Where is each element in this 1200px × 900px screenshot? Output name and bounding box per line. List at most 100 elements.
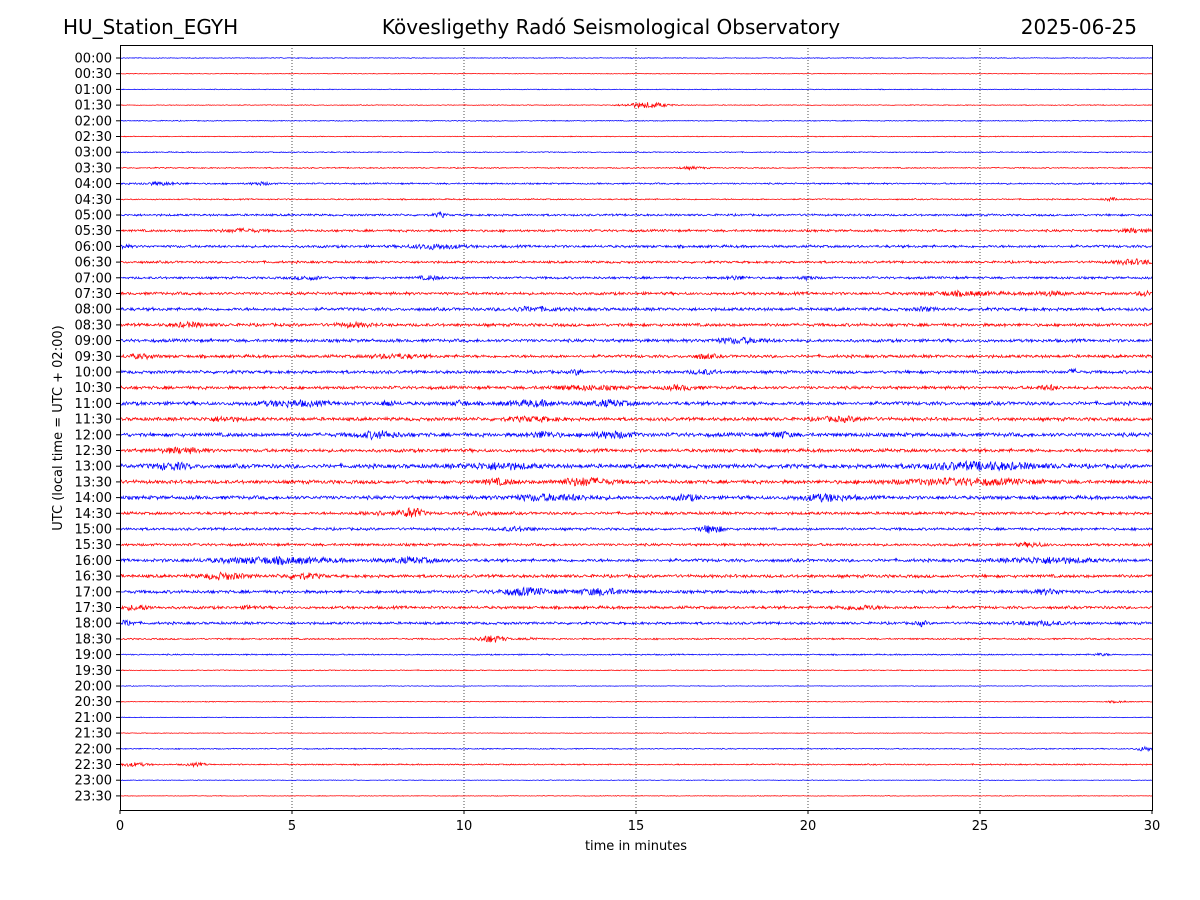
y-tick-label-45: 22:30 [75,758,112,773]
trace-1630 [119,571,1153,581]
x-tick-label-0: 0 [116,819,124,834]
y-tick-label-2: 01:00 [75,83,112,98]
trace-2200 [119,745,1153,753]
x-axis-ticks: 0 5 10 15 20 25 30 [116,810,1160,834]
y-tick-label-11: 05:30 [75,224,112,239]
y-tick-label-8: 04:00 [75,177,112,192]
trace-0430 [119,196,1153,203]
y-tick-label-6: 03:00 [75,146,112,161]
y-tick-label-28: 14:00 [75,491,112,506]
trace-0130 [119,101,1153,109]
y-tick-label-14: 07:00 [75,271,112,286]
trace-1130 [119,414,1153,424]
trace-2100 [119,716,1153,719]
trace-0030 [119,72,1153,75]
trace-1430 [119,507,1153,518]
y-tick-label-31: 15:30 [75,538,112,553]
record-date: 2025-06-25 [1020,15,1137,39]
y-tick-label-47: 23:30 [75,789,112,804]
trace-1230 [119,446,1153,455]
y-tick-label-41: 20:30 [75,695,112,710]
y-tick-label-24: 12:00 [75,428,112,443]
trace-0330 [119,165,1153,172]
x-tick-label-2: 10 [456,819,473,834]
trace-1330 [119,476,1153,487]
x-tick-label-5: 25 [972,819,989,834]
y-tick-label-17: 08:30 [75,318,112,333]
trace-0930 [119,352,1153,361]
y-tick-label-0: 00:00 [75,52,112,67]
trace-0000 [119,57,1153,59]
trace-1800 [119,619,1153,628]
trace-0700 [119,274,1153,282]
y-tick-label-13: 06:30 [75,256,112,271]
y-tick-label-43: 21:30 [75,727,112,742]
trace-1730 [119,604,1153,612]
y-tick-label-44: 22:00 [75,742,112,757]
trace-1600 [119,555,1153,566]
y-tick-label-16: 08:00 [75,303,112,318]
trace-0500 [119,210,1153,219]
station-name: HU_Station_EGYH [63,15,239,39]
trace-1100 [119,398,1153,409]
y-tick-label-26: 13:00 [75,460,112,475]
trace-2330 [119,795,1153,797]
y-tick-label-25: 12:30 [75,444,112,459]
trace-0730 [119,289,1153,298]
y-tick-label-9: 04:30 [75,193,112,208]
y-tick-label-30: 15:00 [75,523,112,538]
y-axis-label: UTC (local time = UTC + 02:00) [51,325,66,530]
trace-1700 [119,586,1153,597]
x-tick-label-4: 20 [800,819,817,834]
trace-0900 [119,336,1153,346]
x-tick-label-3: 15 [628,819,645,834]
y-tick-label-29: 14:30 [75,507,112,522]
y-tick-label-23: 11:30 [75,413,112,428]
y-tick-label-20: 10:00 [75,366,112,381]
trace-0530 [119,227,1153,234]
y-tick-label-15: 07:30 [75,287,112,302]
y-tick-label-46: 23:00 [75,774,112,789]
plot-frame [120,45,1153,811]
y-tick-label-3: 01:30 [75,99,112,114]
y-tick-label-32: 16:00 [75,554,112,569]
y-tick-label-37: 18:30 [75,632,112,647]
trace-2030 [119,700,1153,704]
y-tick-label-4: 02:00 [75,114,112,129]
y-tick-label-42: 21:00 [75,711,112,726]
y-tick-label-1: 00:30 [75,67,112,82]
y-tick-label-38: 19:00 [75,648,112,663]
trace-0400 [119,180,1153,187]
trace-2000 [119,685,1153,687]
y-tick-label-39: 19:30 [75,664,112,679]
trace-0200 [119,119,1153,122]
trace-0100 [119,88,1153,91]
trace-1400 [119,492,1153,503]
y-tick-label-21: 10:30 [75,381,112,396]
trace-1530 [119,540,1153,548]
seismogram-traces [119,57,1153,797]
x-tick-label-6: 30 [1144,819,1161,834]
trace-1830 [119,635,1153,643]
y-tick-label-19: 09:30 [75,350,112,365]
y-tick-label-27: 13:30 [75,475,112,490]
time-gridlines [291,45,981,810]
y-tick-label-7: 03:30 [75,161,112,176]
y-tick-label-33: 16:30 [75,570,112,585]
trace-0300 [119,150,1153,154]
x-tick-label-1: 5 [288,819,296,834]
y-tick-label-5: 02:30 [75,130,112,145]
y-axis-ticks: 00:0000:3001:0001:3002:0002:3003:0003:30… [75,52,120,804]
trace-1930 [119,669,1153,672]
y-tick-label-10: 05:00 [75,209,112,224]
observatory-title: Kövesligethy Radó Seismological Observat… [381,15,841,39]
trace-1200 [119,429,1153,441]
trace-0230 [119,135,1153,138]
trace-0830 [119,320,1153,329]
trace-2230 [119,761,1153,768]
trace-0600 [119,243,1153,251]
trace-1030 [119,383,1153,392]
y-tick-label-35: 17:30 [75,601,112,616]
trace-0800 [119,305,1153,313]
